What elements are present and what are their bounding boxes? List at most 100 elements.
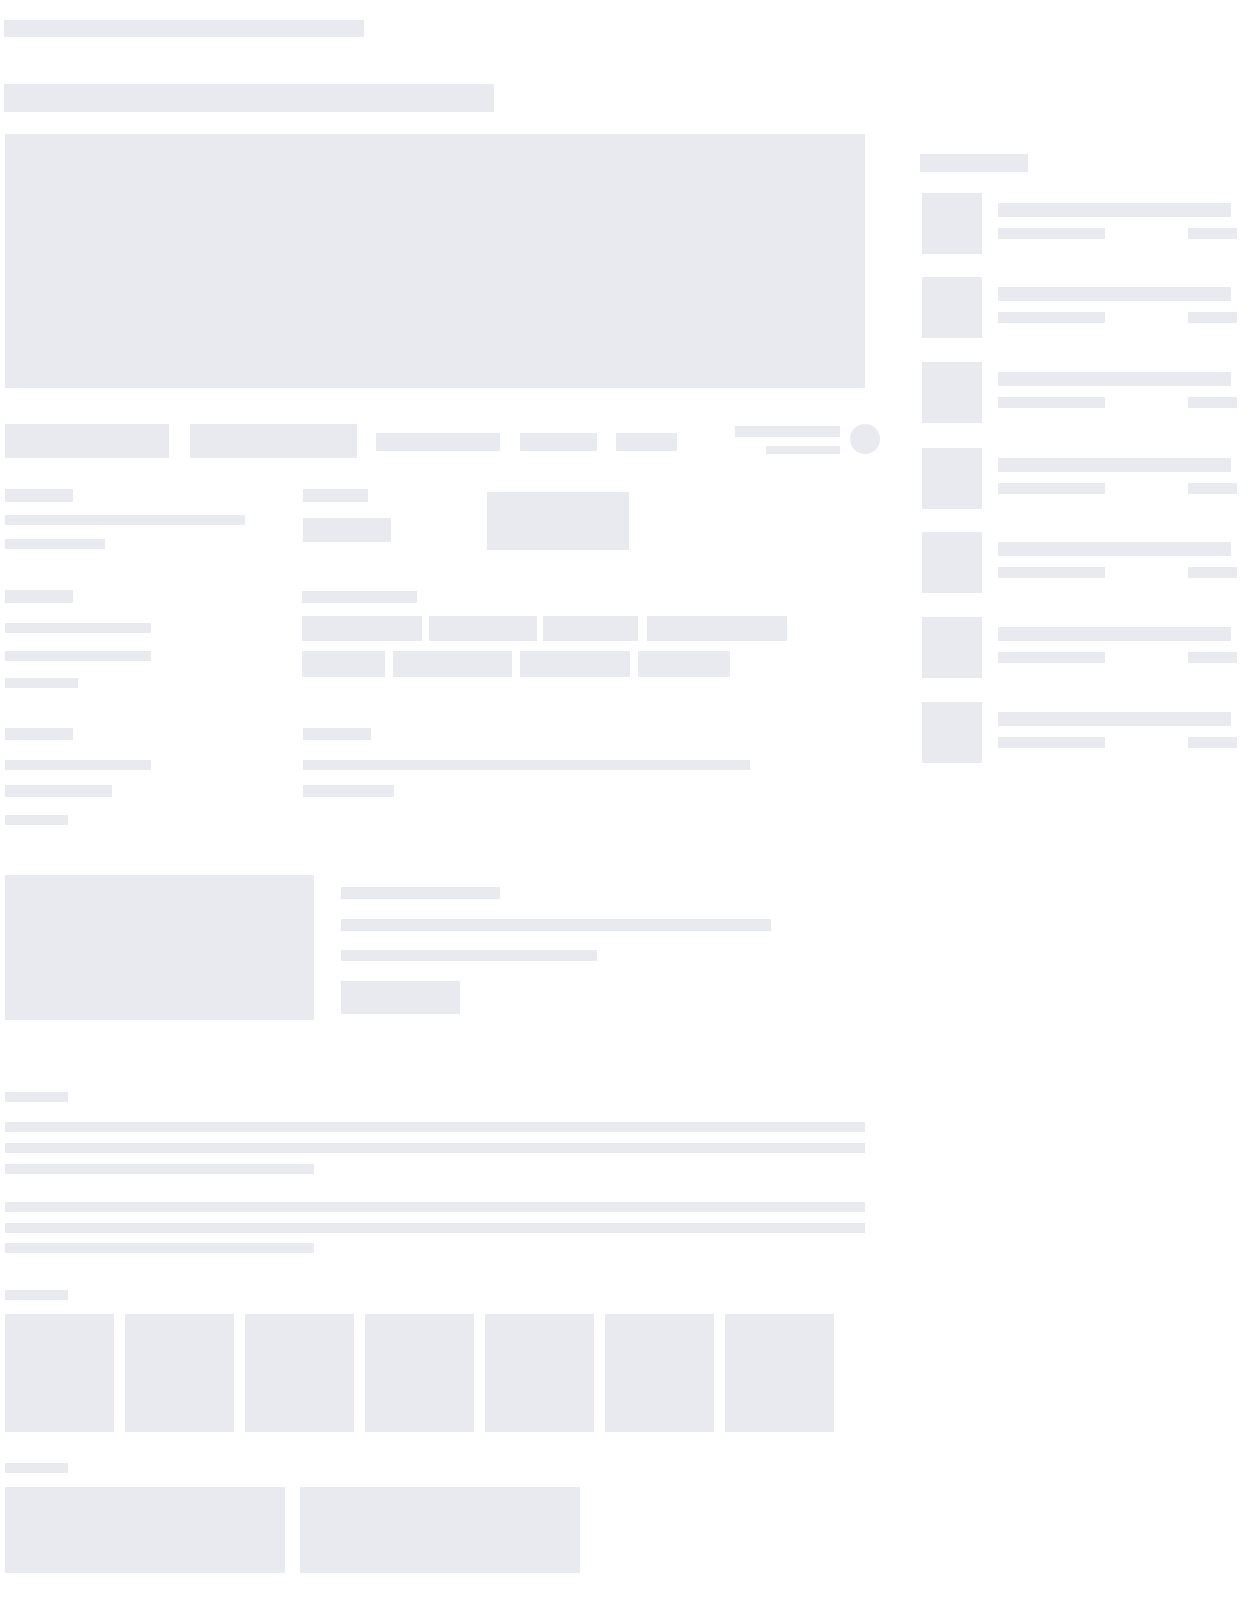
related-item-1-related-title-line-placeholder[interactable] — [998, 203, 1231, 217]
meta3-col-a-line-1-placeholder — [5, 760, 151, 770]
related-item-1-related-meta-left-placeholder — [998, 228, 1105, 239]
meta3-col-a-label-placeholder — [5, 728, 73, 740]
related-item-4-related-meta-right-placeholder — [1188, 483, 1237, 494]
tag-chip-1-placeholder[interactable] — [302, 616, 422, 641]
gallery-thumbnail-6-placeholder[interactable] — [605, 1314, 714, 1432]
tag-chip-3-placeholder[interactable] — [543, 616, 638, 641]
related-item-1-related-meta-right-placeholder — [1188, 228, 1237, 239]
tag-chip-2-placeholder[interactable] — [429, 616, 537, 641]
related-item-7-related-title-line-placeholder[interactable] — [998, 712, 1231, 726]
meta1-col-b-value-placeholder — [303, 518, 391, 542]
related-item-6-related-meta-left-placeholder — [998, 652, 1105, 663]
page-subtitle-placeholder — [4, 84, 494, 112]
tag-chip-6-placeholder[interactable] — [393, 651, 512, 677]
gallery-label-placeholder — [5, 1290, 68, 1300]
meta1-col-a-label-placeholder — [5, 489, 73, 502]
related-item-3-related-title-line-placeholder[interactable] — [998, 372, 1231, 386]
related-item-2-related-title-line-placeholder[interactable] — [998, 287, 1231, 301]
footer-label-placeholder — [5, 1463, 68, 1473]
meta2-col-b-label-placeholder — [302, 591, 417, 603]
related-item-7-related-thumbnail-placeholder[interactable] — [922, 702, 982, 763]
channel-name-line-placeholder — [341, 887, 500, 899]
subscribe-button-placeholder[interactable] — [341, 981, 460, 1014]
tag-chip-8-placeholder[interactable] — [638, 651, 730, 677]
related-item-6-related-title-line-placeholder[interactable] — [998, 627, 1231, 641]
related-item-3-related-meta-left-placeholder — [998, 397, 1105, 408]
options-text-line-2-placeholder — [766, 446, 840, 454]
footer-card-2-placeholder[interactable] — [300, 1487, 580, 1573]
gallery-thumbnail-4-placeholder[interactable] — [365, 1314, 474, 1432]
related-item-7-related-meta-right-placeholder — [1188, 737, 1237, 748]
related-item-5-related-meta-right-placeholder — [1188, 567, 1237, 578]
footer-card-1-placeholder[interactable] — [5, 1487, 285, 1573]
tag-chip-4-placeholder[interactable] — [647, 616, 787, 641]
related-item-2-related-thumbnail-placeholder[interactable] — [922, 277, 982, 338]
description-line-1-placeholder — [5, 1122, 865, 1132]
gallery-thumbnail-5-placeholder[interactable] — [485, 1314, 594, 1432]
related-item-4-related-meta-left-placeholder — [998, 483, 1105, 494]
meta2-col-a-line-1-placeholder — [5, 623, 151, 633]
related-item-5-related-title-line-placeholder[interactable] — [998, 542, 1231, 556]
related-item-3-related-thumbnail-placeholder[interactable] — [922, 362, 982, 423]
related-item-4-related-title-line-placeholder[interactable] — [998, 458, 1231, 472]
meta1-col-a-line-1-placeholder — [5, 515, 245, 525]
meta2-col-a-label-placeholder — [5, 590, 73, 603]
gallery-thumbnail-1-placeholder[interactable] — [5, 1314, 114, 1432]
description-line-4-placeholder — [5, 1202, 865, 1212]
related-item-4-related-thumbnail-placeholder[interactable] — [922, 448, 982, 509]
related-item-2-related-meta-left-placeholder — [998, 312, 1105, 323]
related-item-2-related-meta-right-placeholder — [1188, 312, 1237, 323]
description-line-6-placeholder — [5, 1243, 314, 1253]
related-item-1-related-thumbnail-placeholder[interactable] — [922, 193, 982, 254]
description-label-placeholder — [5, 1092, 68, 1102]
video-player-placeholder[interactable] — [5, 134, 865, 388]
tag-chip-7-placeholder[interactable] — [520, 651, 630, 677]
related-item-5-related-thumbnail-placeholder[interactable] — [922, 532, 982, 593]
meta2-col-a-line-2-placeholder — [5, 651, 151, 661]
related-item-7-related-meta-left-placeholder — [998, 737, 1105, 748]
gallery-thumbnail-2-placeholder[interactable] — [125, 1314, 234, 1432]
related-item-3-related-meta-right-placeholder — [1188, 397, 1237, 408]
channel-thumbnail-placeholder[interactable] — [5, 875, 314, 1020]
gallery-thumbnail-7-placeholder[interactable] — [725, 1314, 834, 1432]
related-item-6-related-thumbnail-placeholder[interactable] — [922, 617, 982, 678]
options-text-line-1-placeholder — [735, 426, 840, 437]
stat-pill-1-placeholder — [376, 433, 500, 451]
meta1-col-a-line-2-placeholder — [5, 539, 105, 549]
stat-pill-3-placeholder — [616, 433, 677, 451]
description-line-5-placeholder — [5, 1223, 865, 1233]
channel-info-line-2-placeholder — [341, 950, 597, 961]
meta3-col-b-line-1-placeholder — [303, 760, 750, 770]
description-line-3-placeholder — [5, 1164, 314, 1174]
meta3-col-b-label-placeholder — [303, 728, 371, 740]
meta1-promo-box-placeholder — [487, 492, 629, 550]
action-button-2-placeholder[interactable] — [190, 424, 357, 458]
related-item-6-related-meta-right-placeholder — [1188, 652, 1237, 663]
meta2-col-a-line-3-placeholder — [5, 678, 78, 688]
meta1-col-b-label-placeholder — [303, 489, 368, 502]
related-item-5-related-meta-left-placeholder — [998, 567, 1105, 578]
stat-pill-2-placeholder — [520, 433, 597, 451]
gallery-thumbnail-3-placeholder[interactable] — [245, 1314, 354, 1432]
meta3-col-b-line-2-placeholder — [303, 785, 394, 797]
description-line-2-placeholder — [5, 1143, 865, 1153]
avatar-circle-placeholder[interactable] — [850, 424, 880, 454]
action-button-1-placeholder[interactable] — [5, 424, 169, 458]
meta3-col-a-line-2-placeholder — [5, 785, 112, 797]
page-title-placeholder — [4, 20, 364, 37]
tag-chip-5-placeholder[interactable] — [302, 651, 385, 677]
channel-info-line-1-placeholder — [341, 919, 771, 931]
meta3-col-a-line-3-placeholder — [5, 815, 68, 825]
